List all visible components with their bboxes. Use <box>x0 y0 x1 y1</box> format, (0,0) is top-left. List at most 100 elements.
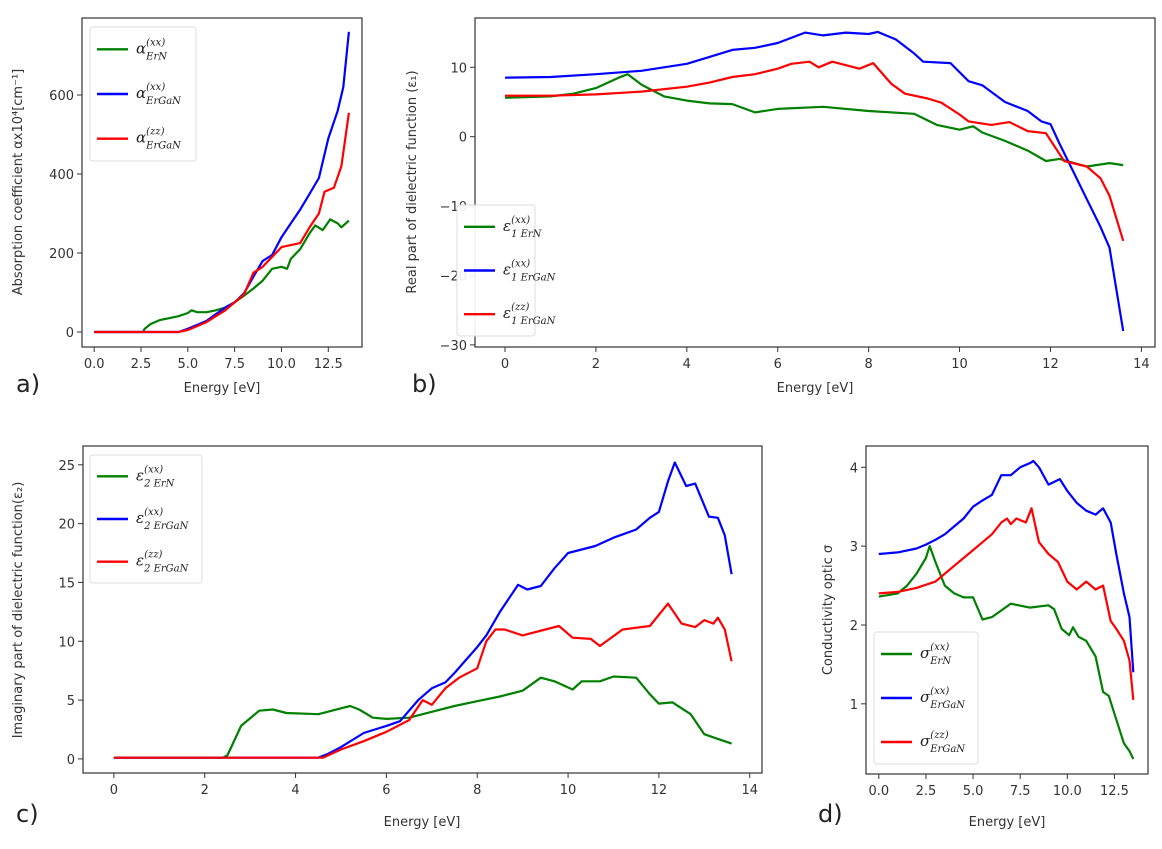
series-line-ern-xx <box>878 544 1135 760</box>
legend-superscript: (zz) <box>930 730 948 741</box>
x-tick-label: 10.0 <box>1053 784 1082 799</box>
x-axis-label: Energy [eV] <box>969 815 1046 830</box>
y-tick-label: 15 <box>58 576 75 591</box>
legend-subscript: ErN <box>145 51 168 62</box>
y-tick-label: 4 <box>850 461 858 476</box>
series-line-ergan-xx <box>878 459 1135 673</box>
x-tick-label: 4 <box>683 357 691 372</box>
legend-box <box>456 204 536 337</box>
y-tick-label: 3 <box>850 540 858 555</box>
x-tick-label: 7.5 <box>224 357 245 372</box>
legend-superscript: (xx) <box>511 215 530 226</box>
x-tick-label: 12.5 <box>314 357 343 372</box>
x-tick-label: 8 <box>473 783 481 798</box>
x-tick-label: 10 <box>951 357 968 372</box>
legend-symbol: ε <box>503 261 511 279</box>
legend-symbol: ε <box>136 552 144 570</box>
legend-symbol: ε <box>136 509 144 527</box>
legend-subscript: ErGaN <box>929 700 966 711</box>
legend-subscript: ErN <box>929 656 952 667</box>
series-line-ergan-zz <box>878 507 1135 701</box>
x-tick-label: 2.5 <box>916 784 937 799</box>
x-tick-label: 12.5 <box>1100 784 1129 799</box>
legend-superscript: (zz) <box>144 550 162 561</box>
legend-symbol: ε <box>503 217 511 235</box>
legend-superscript: (xx) <box>146 37 165 48</box>
legend-superscript: (xx) <box>930 686 949 697</box>
panel-label: d) <box>818 800 843 828</box>
legend-subscript: ErGaN <box>929 744 966 755</box>
x-tick-label: 14 <box>741 783 758 798</box>
axes-frame <box>82 445 763 774</box>
legend-entry: σ(xx) ErN <box>920 642 952 667</box>
y-tick-label: 10 <box>58 635 75 650</box>
axes-frame <box>474 17 1156 348</box>
x-tick-label: 0 <box>501 357 509 372</box>
series-line-ergan-xx <box>94 31 350 334</box>
series-line-2-ern-xx <box>113 675 732 759</box>
legend-entry: σ(zz) ErGaN <box>920 730 966 755</box>
y-tick-label: 25 <box>58 459 75 474</box>
series-line-1-ergan-zz <box>505 60 1125 242</box>
series-line-1-ergan-xx <box>504 30 1125 332</box>
legend-subscript: 2 ErGaN <box>143 521 190 532</box>
x-tick-label: 0 <box>110 783 118 798</box>
legend-subscript: 1 ErGaN <box>511 316 557 327</box>
legend-superscript: (xx) <box>144 507 163 518</box>
y-tick-label: 2 <box>850 619 858 634</box>
legend-entry: α(zz) ErGaN <box>136 127 182 152</box>
legend-superscript: (xx) <box>146 82 165 93</box>
legend-entry: ε(xx) 1 ErGaN <box>503 259 557 284</box>
legend-box <box>89 26 197 162</box>
legend-subscript: ErGaN <box>145 96 182 107</box>
legend-entry: ε(xx) 1 ErN <box>503 215 543 240</box>
x-tick-label: 10.0 <box>267 357 296 372</box>
y-tick-label: 20 <box>58 518 75 533</box>
legend-entry: ε(xx) 2 ErN <box>136 464 176 489</box>
legend-symbol: σ <box>920 688 931 706</box>
legend-box <box>873 631 979 765</box>
legend-symbol: α <box>136 84 146 102</box>
legend-entry: ε(zz) 1 ErGaN <box>503 302 557 327</box>
y-tick-label: 10 <box>450 61 467 76</box>
chart-panel-a: 0.0 2.5 5.0 7.5 10.0 12.5 0 200 400 600 Energy [eV… <box>11 17 363 398</box>
x-tick-label: 2.5 <box>131 357 152 372</box>
x-tick-label: 8 <box>864 357 872 372</box>
panel-label: c) <box>16 800 39 828</box>
axes-frame <box>865 445 1149 775</box>
x-tick-label: 5.0 <box>963 784 984 799</box>
series-line-2-ergan-xx <box>113 461 733 759</box>
series-line-ern-xx <box>94 218 350 334</box>
x-axis-label: Energy [eV] <box>184 381 261 396</box>
panel-label: b) <box>412 370 437 398</box>
legend-box <box>89 454 203 584</box>
x-tick-label: 6 <box>774 357 782 372</box>
legend-symbol: σ <box>920 644 931 662</box>
legend-entry: ε(zz) 2 ErGaN <box>136 550 190 575</box>
x-axis-label: Energy [eV] <box>777 381 854 396</box>
x-axis-label: Energy [eV] <box>384 815 461 830</box>
legend-superscript: (zz) <box>511 302 529 313</box>
legend-superscript: (zz) <box>146 127 164 138</box>
legend-entry: α(xx) ErGaN <box>136 82 182 107</box>
series-line-2-ergan-zz <box>113 602 733 759</box>
x-tick-label: 4 <box>291 783 299 798</box>
legend-subscript: 2 ErGaN <box>143 564 190 575</box>
x-tick-label: 2 <box>201 783 209 798</box>
legend-superscript: (xx) <box>511 259 530 270</box>
y-tick-label: 1 <box>850 698 858 713</box>
x-tick-label: 7.5 <box>1010 784 1031 799</box>
legend-entry: ε(xx) 2 ErGaN <box>136 507 190 532</box>
x-tick-label: 12 <box>1042 357 1059 372</box>
legend-symbol: α <box>136 129 146 147</box>
legend-subscript: 1 ErN <box>511 229 543 240</box>
legend-superscript: (xx) <box>930 642 949 653</box>
y-tick-label: 600 <box>49 89 74 104</box>
legend-symbol: α <box>136 39 146 57</box>
y-axis-label: Real part of dielectric function (ε₁) <box>405 70 420 293</box>
panel-label: a) <box>16 370 40 398</box>
x-tick-label: 12 <box>651 783 668 798</box>
